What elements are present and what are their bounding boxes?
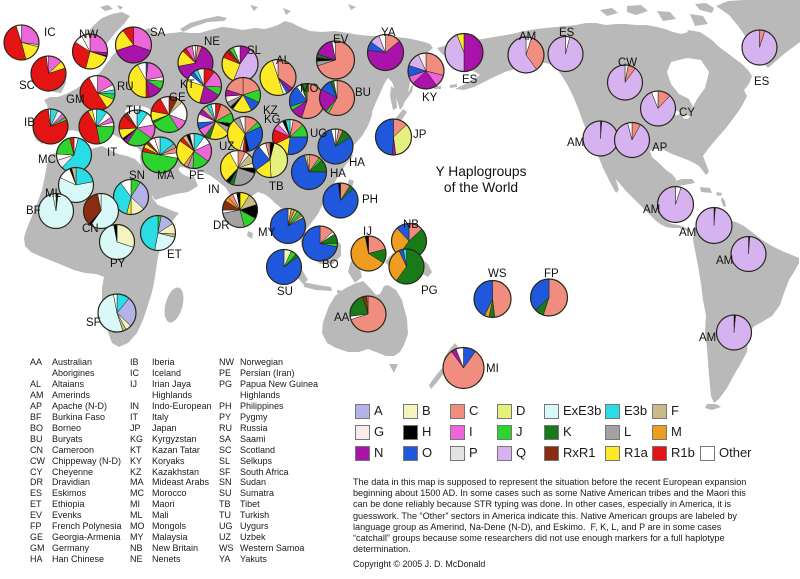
svg-text:FP: FP (544, 268, 559, 280)
svg-text:BO: BO (322, 259, 339, 271)
svg-text:IJ: IJ (363, 226, 372, 238)
svg-text:HA: HA (349, 157, 365, 169)
svg-text:TB: TB (269, 181, 284, 193)
svg-text:CN: CN (82, 223, 99, 235)
svg-text:ES: ES (462, 74, 478, 86)
svg-text:TU: TU (126, 105, 141, 117)
svg-text:PY: PY (110, 258, 126, 270)
svg-text:SA: SA (150, 27, 166, 39)
svg-text:ML: ML (45, 188, 62, 200)
svg-text:MA: MA (157, 170, 175, 182)
svg-text:NE: NE (204, 36, 220, 48)
svg-text:DR: DR (213, 220, 230, 232)
svg-text:PE: PE (189, 170, 205, 182)
svg-text:KG: KG (264, 114, 281, 126)
svg-text:MC: MC (38, 154, 56, 166)
svg-text:WS: WS (488, 268, 507, 280)
svg-text:PH: PH (362, 194, 378, 206)
svg-text:KY: KY (422, 92, 438, 104)
svg-text:YA: YA (381, 27, 396, 39)
svg-text:EV: EV (333, 34, 349, 46)
svg-text:Y Haplogroups: Y Haplogroups (435, 164, 526, 179)
svg-text:SF: SF (86, 317, 101, 329)
svg-text:AM: AM (567, 137, 584, 149)
svg-text:MO: MO (300, 83, 319, 95)
svg-text:ES: ES (754, 76, 770, 88)
svg-text:MI: MI (486, 363, 499, 375)
svg-text:JP: JP (413, 129, 427, 141)
svg-text:AP: AP (652, 142, 668, 154)
svg-text:CY: CY (679, 107, 695, 119)
svg-text:AM: AM (716, 255, 733, 267)
svg-text:NW: NW (79, 29, 98, 41)
svg-text:AM: AM (679, 227, 696, 239)
svg-text:HA: HA (330, 168, 346, 180)
svg-text:AM: AM (699, 332, 716, 344)
svg-text:IB: IB (24, 117, 35, 129)
svg-text:AA: AA (334, 312, 350, 324)
svg-text:PG: PG (421, 285, 438, 297)
svg-text:KT: KT (180, 79, 195, 91)
svg-text:UG: UG (310, 128, 327, 140)
svg-text:IT: IT (107, 147, 117, 159)
svg-text:KZ: KZ (263, 105, 278, 117)
svg-text:GM: GM (66, 94, 85, 106)
svg-text:SN: SN (129, 170, 145, 182)
svg-text:AL: AL (276, 55, 291, 67)
svg-text:RU: RU (117, 81, 134, 93)
svg-text:UZ: UZ (219, 141, 234, 153)
svg-text:GE: GE (169, 92, 186, 104)
svg-text:ES: ES (559, 27, 575, 39)
svg-text:CW: CW (618, 57, 637, 69)
svg-text:of the World: of the World (444, 180, 518, 195)
svg-text:BF: BF (26, 205, 41, 217)
svg-text:BU: BU (355, 87, 371, 99)
svg-text:SU: SU (277, 286, 293, 298)
svg-text:IC: IC (44, 27, 56, 39)
svg-text:AM: AM (519, 31, 536, 43)
svg-text:MY: MY (258, 227, 276, 239)
svg-text:NB: NB (403, 219, 419, 231)
svg-text:IN: IN (208, 184, 220, 196)
svg-text:ET: ET (167, 249, 182, 261)
svg-text:SL: SL (247, 45, 262, 57)
svg-text:SC: SC (19, 80, 35, 92)
svg-text:AM: AM (643, 204, 660, 216)
